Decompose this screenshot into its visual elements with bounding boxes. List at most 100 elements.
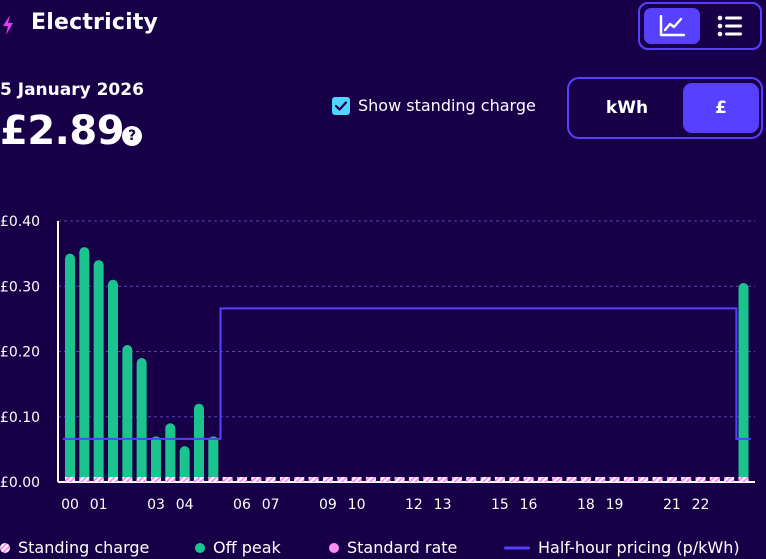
standing-charge-bar <box>79 477 90 482</box>
chart-legend: Standing charge Off peak Standard rate H… <box>0 536 766 559</box>
standing-charge-bar <box>351 477 362 482</box>
standing-charge-bar <box>65 477 75 482</box>
standing-charge-bar <box>122 477 133 482</box>
standing-charge-marker <box>0 542 10 553</box>
y-tick-label: £0.40 <box>0 214 40 230</box>
standard-rate-marker <box>329 542 339 553</box>
standing-charge-bar <box>509 477 520 482</box>
standing-charge-bar <box>222 477 233 482</box>
off-peak-bar <box>136 358 147 482</box>
x-tick-label: 00 <box>61 497 79 513</box>
x-tick-label: 21 <box>663 497 681 513</box>
off-peak-bar <box>79 247 90 482</box>
y-tick-label: £0.10 <box>0 410 40 426</box>
standing-charge-bar <box>451 477 462 482</box>
x-tick-label: 01 <box>90 497 108 513</box>
x-tick-label: 19 <box>606 497 624 513</box>
checkbox-box[interactable] <box>332 96 350 115</box>
standing-charge-bar <box>408 477 419 482</box>
x-tick-label: 06 <box>233 497 251 513</box>
standing-charge-bar <box>322 477 333 482</box>
view-toggle <box>638 2 762 50</box>
header: Electricity <box>0 0 766 52</box>
standing-charge-bar <box>93 477 104 482</box>
standing-charge-bar <box>523 477 534 482</box>
standing-charge-bar <box>423 477 434 482</box>
legend-label-standing-charge: Standing charge <box>18 538 150 557</box>
off-peak-bar <box>107 279 118 482</box>
legend-label-standard-rate: Standard rate <box>347 538 458 557</box>
total-cost: £2.89 <box>0 108 125 154</box>
off-peak-bar <box>179 446 190 482</box>
standing-charge-bar <box>666 477 677 482</box>
standing-charge-bar <box>365 477 376 482</box>
date-label: 5 January 2026 <box>0 80 144 100</box>
standing-charge-bar <box>193 477 204 482</box>
kwh-button[interactable]: kWh <box>605 98 649 118</box>
legend-label-off-peak: Off peak <box>213 538 281 557</box>
standing-charge-bar <box>652 477 663 482</box>
off-peak-bar <box>93 260 104 482</box>
standing-charge-label: Show standing charge <box>358 96 536 115</box>
off-peak-bar <box>738 282 749 482</box>
off-peak-marker <box>195 542 205 553</box>
x-tick-label: 18 <box>577 497 595 513</box>
standing-charge-bar <box>638 477 649 482</box>
standing-charge-bar <box>394 477 405 482</box>
y-tick-label: £0.30 <box>0 279 40 295</box>
off-peak-bar <box>65 253 75 482</box>
x-tick-label: 15 <box>491 497 509 513</box>
standing-charge-bar <box>236 477 247 482</box>
off-peak-bar <box>150 436 161 482</box>
standing-charge-bar <box>251 477 262 482</box>
standing-charge-bar <box>265 477 276 482</box>
standing-charge-bar <box>294 477 305 482</box>
legend-standing-charge: Standing charge <box>0 538 149 557</box>
x-tick-label: 16 <box>520 497 538 513</box>
list-view-button[interactable] <box>702 8 758 44</box>
page-title: Electricity <box>31 10 159 35</box>
x-tick-label: 13 <box>434 497 452 513</box>
y-tick-label: £0.00 <box>0 475 40 491</box>
help-icon[interactable]: ? <box>122 126 142 146</box>
standing-charge-bar <box>466 477 477 482</box>
standing-charge-bar <box>623 477 634 482</box>
pounds-button[interactable]: £ <box>683 83 759 133</box>
legend-off-peak: Off peak <box>195 538 281 557</box>
standing-charge-bar <box>107 477 118 482</box>
standing-charge-bar <box>337 477 348 482</box>
legend-label-half-hour-pricing: Half-hour pricing (p/kWh) <box>538 538 740 557</box>
list-icon <box>717 15 742 37</box>
legend-half-hour-pricing: Half-hour pricing (p/kWh) <box>504 538 740 557</box>
standing-charge-checkbox[interactable]: Show standing charge <box>332 96 536 115</box>
standing-charge-bar <box>552 477 563 482</box>
off-peak-bar <box>193 403 204 482</box>
standing-charge-bar <box>150 477 161 482</box>
off-peak-bar <box>165 423 176 482</box>
standing-charge-bar <box>681 477 692 482</box>
standing-charge-bar <box>308 477 319 482</box>
legend-standard-rate: Standard rate <box>329 538 457 557</box>
lightning-bolt-icon <box>3 15 13 35</box>
standing-charge-bar <box>709 477 720 482</box>
standing-charge-bar <box>724 477 735 482</box>
standing-charge-bar <box>165 477 176 482</box>
half-hour-pricing-line <box>62 307 751 440</box>
pricing-line-marker <box>504 546 530 549</box>
standing-charge-bar <box>279 477 290 482</box>
x-tick-label: 07 <box>262 497 280 513</box>
x-tick-label: 04 <box>176 497 194 513</box>
standing-charge-bar <box>595 477 606 482</box>
x-tick-label: 03 <box>147 497 165 513</box>
line-chart-icon <box>659 15 685 37</box>
standing-charge-bar <box>494 477 505 482</box>
standing-charge-bar <box>609 477 620 482</box>
standing-charge-bar <box>208 477 219 482</box>
standing-charge-bar <box>480 477 491 482</box>
chart-view-button[interactable] <box>644 8 700 44</box>
standing-charge-bar <box>437 477 448 482</box>
x-tick-label: 22 <box>692 497 710 513</box>
x-tick-label: 10 <box>348 497 366 513</box>
standing-charge-bar <box>566 477 577 482</box>
unit-toggle: kWh £ <box>567 77 763 139</box>
